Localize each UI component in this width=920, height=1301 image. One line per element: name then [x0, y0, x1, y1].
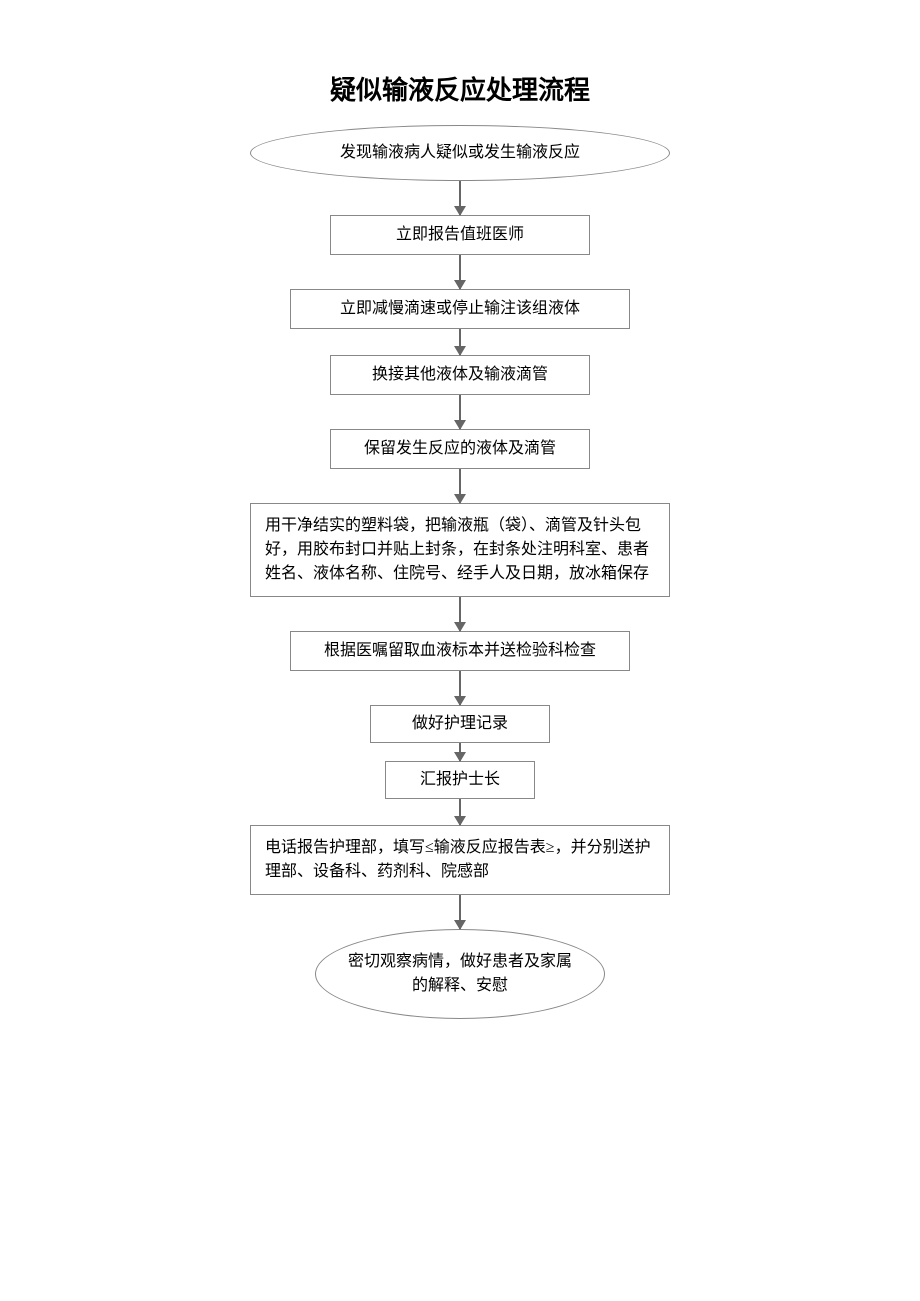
step7-node: 做好护理记录 — [370, 705, 550, 743]
page-title: 疑似输液反应处理流程 — [330, 70, 590, 107]
step1-node: 立即报告值班医师 — [330, 215, 590, 255]
start-node: 发现输液病人疑似或发生输液反应 — [250, 125, 670, 181]
arrow — [459, 671, 461, 705]
step9-node: 电话报告护理部，填写≤输液反应报告表≥，并分别送护理部、设备科、药剂科、院感部 — [250, 825, 670, 895]
arrow — [459, 181, 461, 215]
arrow — [459, 597, 461, 631]
flowchart: 发现输液病人疑似或发生输液反应 立即报告值班医师 立即减慢滴速或停止输注该组液体… — [250, 125, 670, 1019]
arrow — [459, 469, 461, 503]
step4-node: 保留发生反应的液体及滴管 — [330, 429, 590, 469]
arrow — [459, 895, 461, 929]
arrow — [459, 329, 461, 355]
step3-node: 换接其他液体及输液滴管 — [330, 355, 590, 395]
step8-node: 汇报护士长 — [385, 761, 535, 799]
end-node: 密切观察病情，做好患者及家属的解释、安慰 — [315, 929, 605, 1019]
arrow — [459, 743, 461, 761]
arrow — [459, 799, 461, 825]
arrow — [459, 255, 461, 289]
step5-node: 用干净结实的塑料袋，把输液瓶（袋）、滴管及针头包好，用胶布封口并贴上封条，在封条… — [250, 503, 670, 597]
step6-node: 根据医嘱留取血液标本并送检验科检查 — [290, 631, 630, 671]
step2-node: 立即减慢滴速或停止输注该组液体 — [290, 289, 630, 329]
arrow — [459, 395, 461, 429]
